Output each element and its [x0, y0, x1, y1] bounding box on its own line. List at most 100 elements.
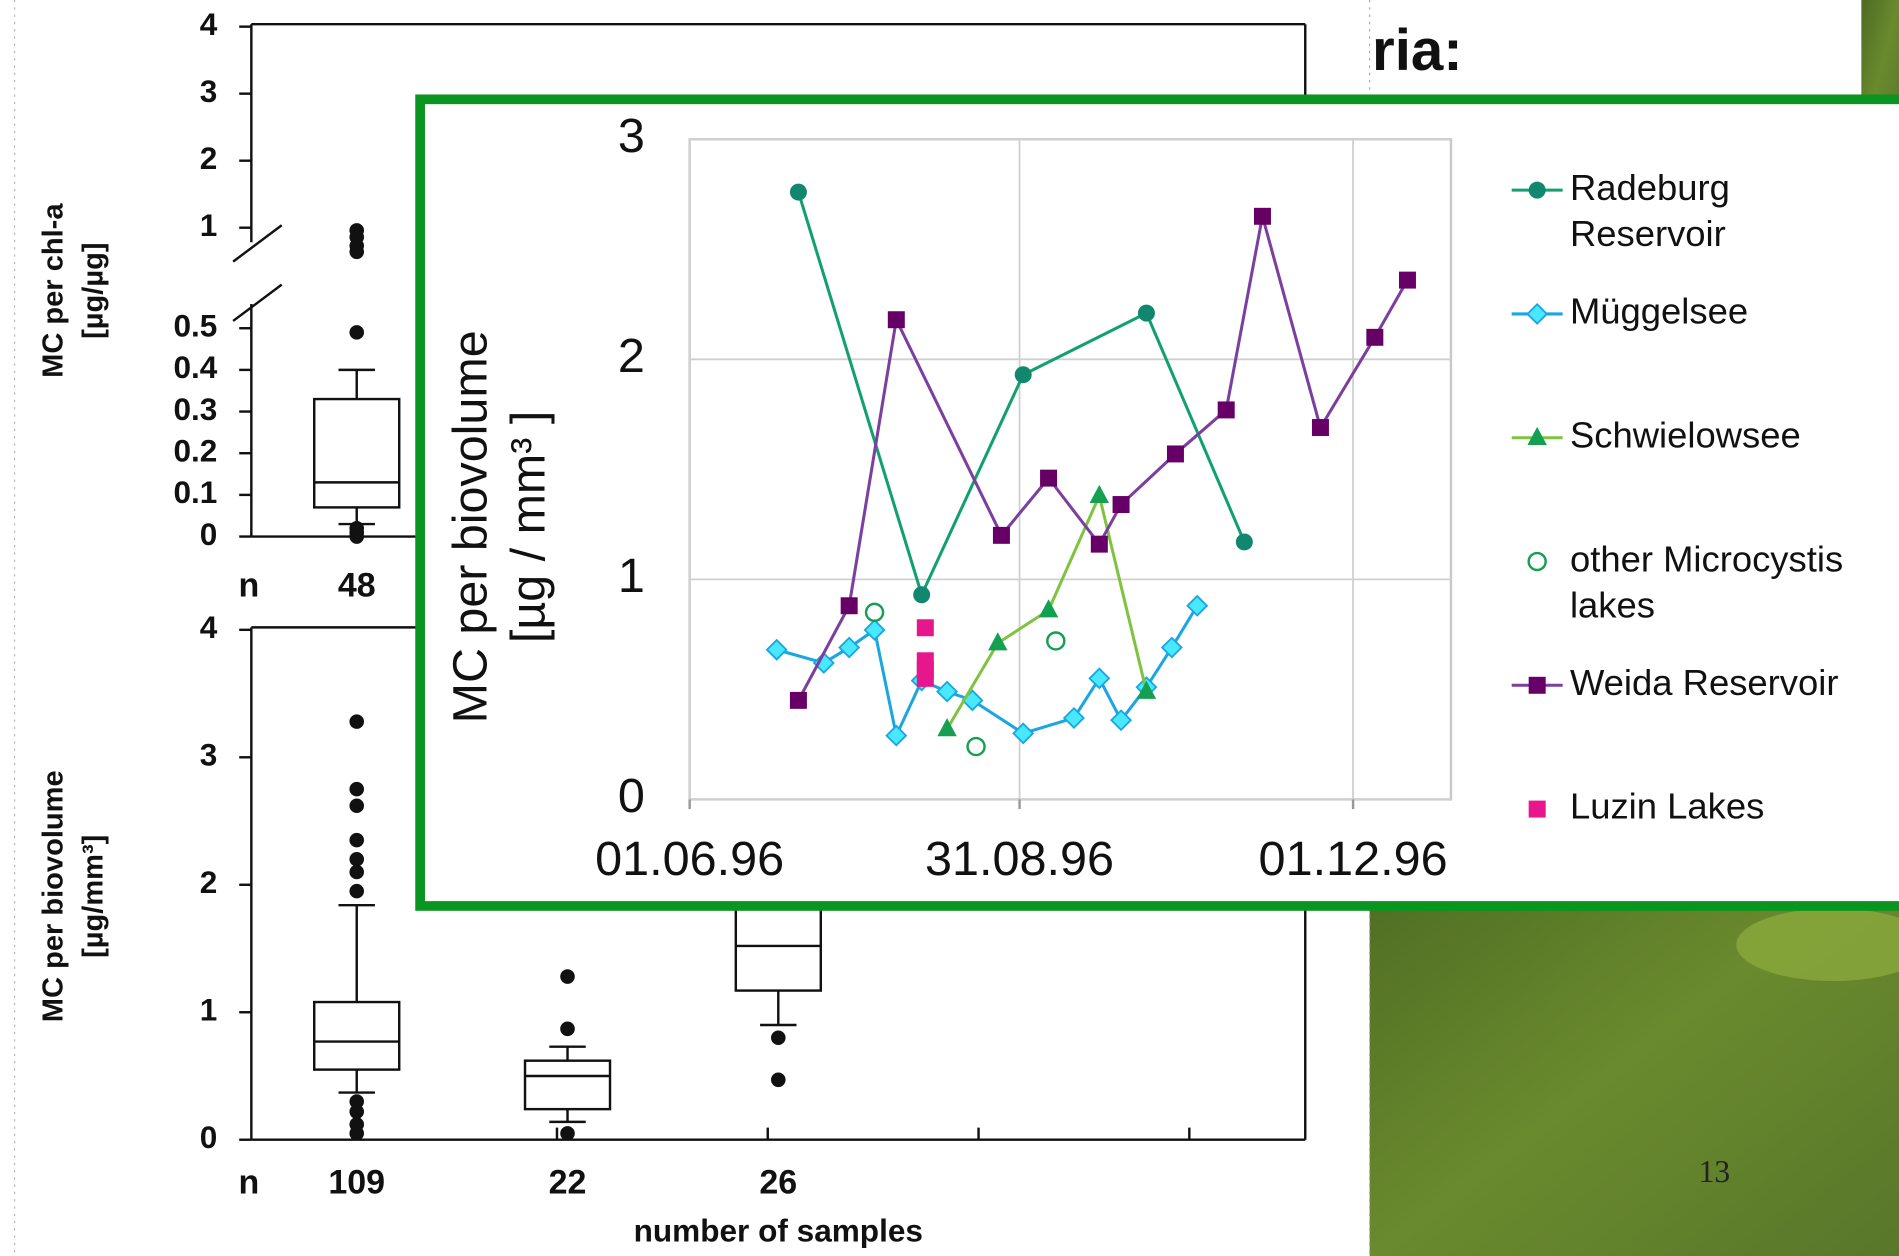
- y-tick-label: 1: [618, 549, 645, 603]
- marker: [838, 636, 861, 659]
- marker: [864, 602, 885, 623]
- marker: [937, 718, 957, 737]
- y-tick-label: 3: [618, 109, 645, 163]
- legend-label-line: lakes: [1570, 584, 1655, 625]
- legend-label-line: other Microcystis: [1570, 538, 1853, 579]
- outlier: [349, 832, 365, 848]
- x-tick-label: 48: [338, 566, 376, 604]
- whisker-low: [549, 1109, 586, 1124]
- box: [523, 1059, 612, 1111]
- legend-label-line: Radeburg: [1570, 167, 1740, 208]
- marker: [1088, 667, 1111, 690]
- marker: [916, 669, 934, 687]
- marker: [1040, 469, 1058, 487]
- whisker-low: [338, 1069, 375, 1094]
- x-tick-label: 109: [328, 1164, 385, 1202]
- photo-leaf: [1736, 908, 1899, 982]
- y-tick-label: 0: [200, 1119, 218, 1155]
- marker: [1038, 599, 1059, 618]
- outlier: [349, 798, 365, 814]
- y-tick-label: 4: [200, 609, 218, 645]
- outlier: [560, 1021, 575, 1037]
- marker: [1110, 709, 1133, 732]
- axis-break: [232, 283, 283, 322]
- whisker-low: [760, 990, 797, 1027]
- marker: [1137, 304, 1155, 322]
- marker: [1062, 706, 1085, 729]
- y-tick-label: 0: [618, 769, 645, 823]
- y-axis-unit: [µg / mm³ ]: [502, 411, 556, 643]
- outlier: [560, 969, 575, 984]
- x-axis-label: number of samples: [634, 1212, 923, 1248]
- x-tick-label: 01.06.96: [595, 832, 784, 886]
- y-axis-label: MC per biovolume: [443, 330, 497, 723]
- axis-break: [232, 224, 283, 263]
- marker: [863, 618, 886, 641]
- y-tick-label: 2: [618, 329, 645, 383]
- marker: [1253, 207, 1271, 225]
- box: [313, 397, 401, 509]
- marker: [812, 651, 835, 674]
- y-tick-label: 0.3: [173, 391, 217, 427]
- y-tick-label: 0.5: [173, 308, 217, 344]
- marker: [1527, 551, 1547, 572]
- y-tick-label: 3: [200, 73, 218, 109]
- marker: [1136, 680, 1157, 699]
- marker: [789, 183, 807, 201]
- marker: [1112, 496, 1130, 514]
- box: [313, 1000, 401, 1071]
- outlier: [349, 244, 365, 260]
- marker: [840, 597, 858, 615]
- y-tick-label: 0: [200, 516, 218, 552]
- legend-label: Weida Reservoir: [1570, 662, 1839, 703]
- whisker-high: [338, 903, 375, 1003]
- outlier: [349, 852, 365, 867]
- x-tick-label: 31.08.96: [925, 832, 1114, 886]
- y-tick-label: 3: [200, 737, 218, 773]
- legend-label: Luzin Lakes: [1570, 786, 1764, 827]
- y-axis-label: MC per biovolume: [37, 770, 69, 1022]
- outlier: [349, 883, 365, 899]
- marker: [887, 311, 905, 329]
- y-tick-label: 0.1: [173, 474, 217, 510]
- y-tick-label: 2: [200, 864, 218, 900]
- charts: 0 0.1 0.2 0.3 0.4 0.5 1 2 3 4 MC per chl-a [µg/µg] n…: [37, 6, 1899, 1248]
- marker: [936, 680, 959, 703]
- legend-label: Schwielowsee: [1570, 414, 1801, 455]
- page-number: 13: [1699, 1154, 1731, 1189]
- marker: [1311, 419, 1329, 437]
- marker: [1528, 181, 1546, 199]
- n-label: n: [239, 566, 260, 604]
- legend-label: other Microcystis lakes: [1570, 538, 1853, 625]
- n-label: n: [239, 1164, 260, 1202]
- marker: [913, 586, 931, 604]
- outlier: [349, 781, 365, 797]
- y-tick-label: 2: [200, 140, 218, 176]
- outlier: [349, 1126, 365, 1141]
- outlier: [349, 325, 365, 340]
- marker: [1089, 484, 1110, 504]
- y-axis-label: MC per chl-a: [37, 203, 69, 378]
- y-tick-label: 0.4: [173, 349, 217, 385]
- marker: [1527, 426, 1547, 445]
- x-tick-label: 26: [759, 1164, 797, 1202]
- marker: [765, 638, 788, 661]
- legend-label-line: Reservoir: [1570, 213, 1726, 254]
- outlier: [560, 1126, 575, 1141]
- marker: [1186, 594, 1209, 617]
- x-tick-label: 22: [549, 1164, 587, 1202]
- box: [734, 896, 823, 992]
- marker: [1366, 328, 1384, 346]
- marker: [1090, 535, 1108, 553]
- marker: [1046, 631, 1066, 651]
- outlier: [349, 864, 365, 880]
- legend-label: Müggelsee: [1570, 291, 1748, 332]
- marker: [1398, 271, 1416, 289]
- marker: [916, 619, 934, 637]
- marker: [1012, 722, 1035, 745]
- marker: [1014, 366, 1032, 384]
- legend-label: Radeburg Reservoir: [1570, 167, 1740, 254]
- marker: [1526, 302, 1549, 325]
